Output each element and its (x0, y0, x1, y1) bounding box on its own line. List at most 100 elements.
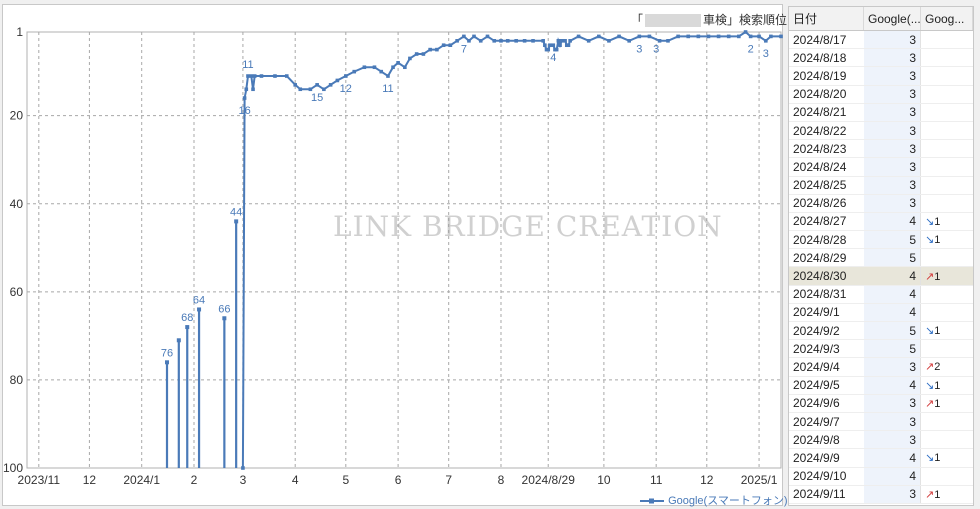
cell-change (920, 30, 973, 50)
data-point (743, 30, 748, 34)
change-amount: 1 (934, 379, 941, 392)
data-point (696, 34, 701, 39)
x-tick-label: 6 (395, 473, 402, 487)
table-row[interactable]: 2024/8/31 4 (789, 285, 973, 304)
data-point (568, 39, 572, 43)
cell-rank: 3 (863, 103, 921, 122)
data-point (441, 43, 446, 48)
x-tick-label: 12 (83, 473, 97, 487)
table-row[interactable]: 2024/9/2 5 ↘1 (789, 321, 973, 341)
cell-date: 2024/8/30 (789, 266, 864, 286)
data-point (372, 65, 377, 70)
cell-date: 2024/8/22 (789, 121, 864, 141)
table-row[interactable]: 2024/9/10 4 (789, 467, 973, 486)
table-row[interactable]: 2024/8/29 5 (789, 248, 973, 268)
table-row[interactable]: 2024/9/1 4 (789, 303, 973, 323)
data-point (543, 43, 547, 48)
table-row[interactable]: 2024/8/22 3 (789, 121, 973, 141)
data-point (676, 34, 680, 39)
data-point (686, 34, 691, 39)
change-amount: 1 (934, 234, 941, 247)
cell-date: 2024/8/26 (789, 194, 864, 213)
x-tick-label: 7 (445, 473, 452, 487)
x-tick-label: 12 (700, 473, 714, 487)
cell-date: 2024/9/2 (789, 321, 864, 341)
rank-table-panel[interactable]: 日付 Google(... Goog... 2024/8/17 3 2024/8/1… (788, 6, 974, 506)
cell-change: ↘1 (920, 376, 973, 395)
data-point (242, 96, 247, 100)
cell-change (920, 285, 973, 304)
watermark-logo: LINK BRIDGE CREATION (333, 210, 723, 243)
cell-date: 2024/8/23 (789, 139, 864, 159)
change-amount: 1 (934, 397, 941, 410)
arrow-down-right-icon: ↘ (925, 234, 935, 247)
data-label: 3 (653, 43, 659, 55)
x-tick-label: 2024/1 (123, 473, 160, 487)
data-point (185, 325, 190, 330)
cell-change (920, 48, 973, 68)
table-row[interactable]: 2024/8/25 3 (789, 176, 973, 195)
data-label: 68 (181, 312, 193, 324)
table-row[interactable]: 2024/8/18 3 (789, 48, 973, 68)
cell-rank: 4 (863, 266, 921, 286)
data-label: 44 (230, 206, 242, 218)
arrow-up-right-icon: ↗ (925, 397, 935, 410)
y-tick-label: 20 (10, 109, 24, 123)
cell-date: 2024/8/24 (789, 157, 864, 177)
cell-rank: 4 (863, 303, 921, 323)
data-point (328, 83, 333, 87)
data-point (273, 74, 277, 78)
table-row[interactable]: 2024/8/19 3 (789, 66, 973, 86)
cell-date: 2024/9/10 (789, 467, 864, 486)
table-row[interactable]: 2024/9/3 5 (789, 339, 973, 359)
table-row[interactable]: 2024/9/8 3 (789, 430, 973, 450)
cell-rank: 3 (863, 357, 921, 377)
y-tick-label: 100 (3, 461, 23, 475)
cell-change: ↘1 (920, 448, 973, 468)
table-row[interactable]: 2024/8/28 5 ↘1 (789, 230, 973, 250)
cell-rank: 4 (863, 376, 921, 395)
table-row[interactable]: 2024/8/24 3 (789, 157, 973, 177)
change-amount: 2 (934, 361, 941, 374)
cell-rank: 5 (863, 339, 921, 359)
table-row[interactable]: 2024/9/6 3 ↗1 (789, 394, 973, 413)
table-row[interactable]: 2024/8/26 3 (789, 194, 973, 213)
x-tick-label: 2023/11 (18, 473, 61, 487)
y-tick-label: 1 (16, 25, 23, 39)
data-point (435, 47, 439, 52)
chart-legend[interactable]: Google(スマートフォン) (639, 492, 788, 508)
data-point (522, 39, 527, 43)
table-row[interactable]: 2024/8/27 4 ↘1 (789, 212, 973, 232)
header-google-rank[interactable]: Google(... (863, 7, 921, 31)
cell-change (920, 303, 973, 323)
table-row[interactable]: 2024/9/11 3 ↗1 (789, 485, 973, 504)
table-row[interactable]: 2024/8/30 4 ↗1 (789, 266, 973, 286)
table-row[interactable]: 2024/9/7 3 (789, 412, 973, 432)
data-point (586, 39, 591, 43)
data-point (414, 52, 419, 56)
table-row[interactable]: 2024/9/5 4 ↘1 (789, 376, 973, 395)
table-row[interactable]: 2024/9/4 3 ↗2 (789, 357, 973, 377)
data-point (499, 39, 503, 43)
cell-date: 2024/9/9 (789, 448, 864, 468)
cell-date: 2024/9/1 (789, 303, 864, 323)
header-google-change[interactable]: Goog... (920, 7, 973, 31)
table-row[interactable]: 2024/8/17 3 (789, 30, 973, 50)
data-label: 7 (461, 43, 467, 55)
table-body: 2024/8/17 3 2024/8/18 3 2024/8/19 3 2024/8/20 3… (789, 30, 973, 504)
data-point (716, 34, 721, 39)
data-point (546, 47, 551, 52)
cell-rank: 3 (863, 430, 921, 450)
header-date[interactable]: 日付 (789, 7, 864, 31)
data-point (551, 43, 556, 48)
table-row[interactable]: 2024/8/23 3 (789, 139, 973, 159)
x-tick-label: 2024/8/29 (522, 473, 576, 487)
data-label: 2 (748, 43, 754, 55)
data-point (627, 39, 631, 43)
x-tick-label: 2 (191, 473, 198, 487)
table-row[interactable]: 2024/8/21 3 (789, 103, 973, 122)
data-label: 16 (238, 105, 250, 117)
table-row[interactable]: 2024/8/20 3 (789, 85, 973, 104)
series-line (241, 30, 781, 469)
table-row[interactable]: 2024/9/9 4 ↘1 (789, 448, 973, 468)
